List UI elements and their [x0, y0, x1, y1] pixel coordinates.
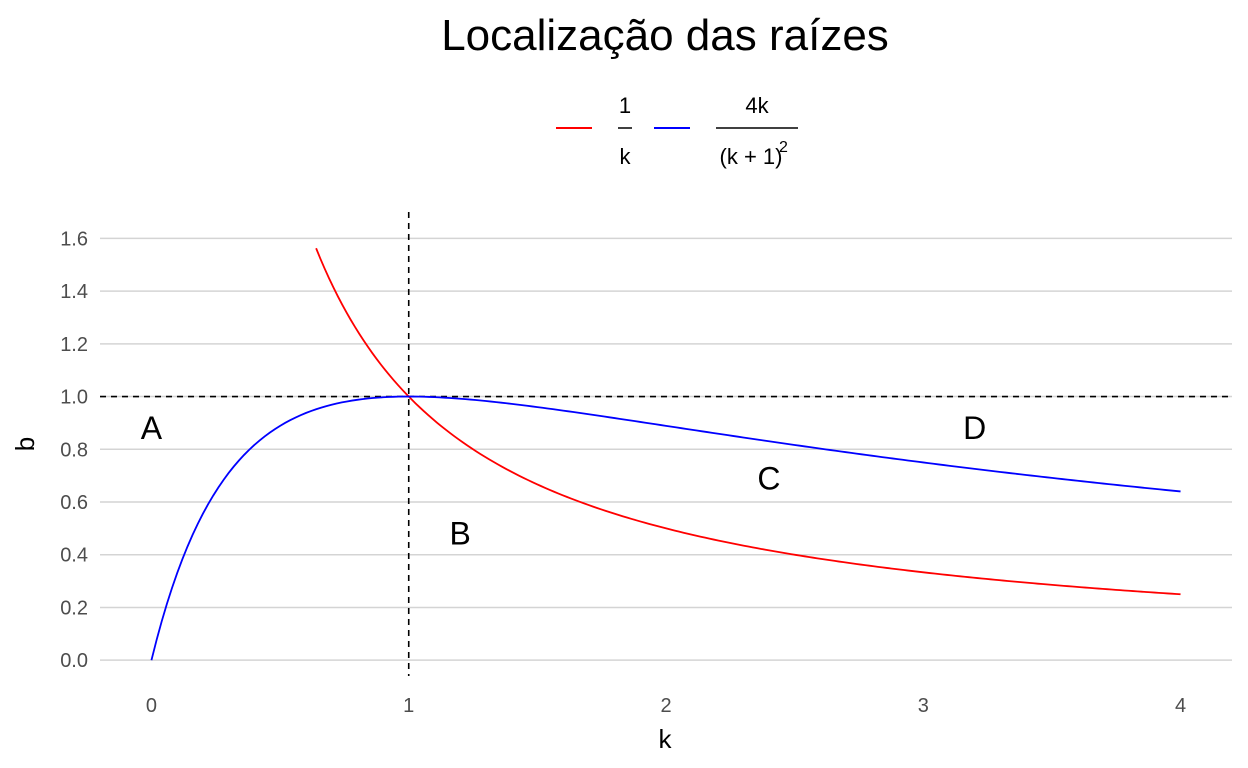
x-tick-label: 0	[146, 695, 157, 717]
legend-entry2-numerator: 4k	[745, 93, 769, 118]
region-label-b: B	[450, 516, 471, 552]
x-tick-label: 3	[918, 695, 929, 717]
y-tick-label: 1.0	[60, 387, 88, 409]
x-tick-label: 4	[1175, 695, 1186, 717]
region-annotations: A B C D	[141, 410, 986, 551]
y-tick-label: 0.8	[60, 439, 88, 461]
legend-entry1-denominator: k	[620, 144, 632, 169]
chart-title: Localização das raízes	[441, 11, 889, 60]
legend-entry2-denominator-exponent: 2	[779, 139, 788, 156]
region-label-a: A	[141, 410, 163, 446]
region-label-d: D	[963, 410, 986, 446]
y-axis-title: b	[10, 437, 40, 451]
y-tick-label: 1.4	[60, 281, 88, 303]
x-tick-label: 2	[660, 695, 671, 717]
series-line-red	[315, 247, 1181, 596]
y-tick-label: 1.2	[60, 334, 88, 356]
y-axis-ticks: 0.0 0.2 0.4 0.6 0.8 1.0 1.2 1.4 1.6	[60, 228, 88, 672]
region-label-c: C	[757, 460, 780, 496]
y-tick-label: 0.2	[60, 597, 88, 619]
y-tick-label: 1.6	[60, 228, 88, 250]
y-tick-label: 0.6	[60, 492, 88, 514]
reference-lines	[100, 212, 1232, 676]
legend-entry1-numerator: 1	[619, 93, 631, 118]
x-axis-ticks: 0 1 2 3 4	[146, 695, 1186, 717]
series-lines	[150, 247, 1181, 661]
y-tick-label: 0.0	[60, 650, 88, 672]
y-tick-label: 0.4	[60, 545, 88, 567]
grid	[100, 237, 1232, 661]
x-axis-title: k	[659, 724, 673, 754]
legend: 1 k 4k (k + 1) 2	[556, 93, 798, 169]
x-tick-label: 1	[403, 695, 414, 717]
legend-entry2-denominator-base: (k + 1)	[720, 144, 783, 169]
series-line-blue	[150, 395, 1181, 661]
